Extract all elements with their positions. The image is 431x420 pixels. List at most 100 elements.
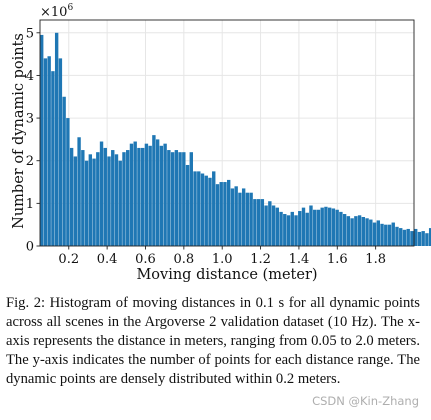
histogram-bar [361,217,366,246]
plot-border [39,19,415,247]
histogram-bar [320,207,324,246]
histogram-bar [339,211,343,246]
histogram-bar [230,188,235,246]
histogram-bar [137,147,141,246]
histogram-bar [81,150,85,246]
histogram-bar [47,56,51,246]
histogram-bar [219,182,223,246]
histogram-bar [99,141,104,246]
histogram-bar [346,216,351,246]
histogram-bar [159,145,164,246]
y-tick-label: 4 [26,69,34,84]
histogram-bar [399,228,403,246]
histogram-bar [425,233,429,246]
histogram-bar [253,199,257,246]
y-multiplier-base: ×10 [40,5,67,20]
histogram-bar [421,231,425,246]
histogram-bar [350,218,354,246]
histogram-bar [208,177,212,246]
x-tick-label: 1.0 [212,252,233,267]
histogram-bar [103,147,107,246]
histogram-bar [305,212,309,246]
histogram-bar [170,152,175,246]
histogram-bar [395,226,399,246]
histogram-bar [387,224,392,246]
figure-caption: Fig. 2: Histogram of moving distances in… [6,295,420,387]
histogram-bar [410,231,414,246]
histogram-bar [77,137,81,246]
histogram-bar [62,96,66,246]
histogram-bar [185,164,190,246]
histogram-bar [54,32,59,247]
histogram-bar [268,201,272,246]
histogram-bar [51,71,55,246]
y-axis-label: Number of dynamic points [11,33,27,229]
histogram-bar [301,207,306,246]
histogram-bar [148,145,152,246]
histogram-bar [245,192,250,246]
histogram-bar [223,182,227,246]
histogram-bar [428,228,431,246]
histogram-bar [279,211,283,246]
y-tick-label: 2 [26,154,34,169]
histogram-bar [369,219,373,246]
histogram-bar [376,220,380,246]
histogram-bar [118,160,122,246]
histogram-bar [189,152,193,246]
histogram-bar [200,173,205,246]
histogram-bar [249,192,253,246]
histogram-bar [391,222,395,246]
histogram-bar [342,214,347,246]
histogram-bar [174,150,179,246]
histogram-bar [215,184,220,246]
histogram-bar [193,171,197,246]
x-axis-label: Moving distance (meter) [136,267,317,283]
histogram-bar [126,150,130,246]
histogram-bar [324,206,328,246]
histogram-bar [197,171,201,246]
histogram-bar [73,156,78,246]
y-multiplier-exponent: 6 [67,3,73,13]
x-tick-label: 1.6 [327,252,348,267]
histogram-bar [40,34,44,246]
histogram-bar [96,152,100,246]
histogram-bar [331,208,336,246]
histogram-bar [178,152,182,246]
histogram-bar [241,188,246,246]
plot-frame [39,19,415,247]
y-tick-label: 3 [26,112,34,127]
histogram-bar [283,214,287,246]
histogram-bar [417,231,422,246]
histogram-bar [365,218,369,246]
x-tick-label: 0.8 [174,252,195,267]
histogram-bar [335,209,339,246]
histogram-bar [66,118,70,246]
histogram-bar [294,215,298,246]
y-tick-label: 1 [26,197,34,212]
histogram-bar [163,143,167,246]
histogram-bar [372,222,377,246]
histogram-bar [144,143,149,246]
histogram-bar [256,199,261,246]
histogram-bar [212,171,216,246]
histogram-bar [204,175,208,246]
histogram-bar [152,135,156,246]
histogram-bar [271,205,276,246]
x-tick-label: 0.6 [135,252,156,267]
histogram-bar [155,139,160,246]
x-tick-label: 1.8 [365,252,386,267]
histogram-bar [107,156,111,246]
histogram-bar [114,154,119,246]
histogram-bar [384,224,388,246]
histogram-bar [167,150,171,246]
histogram-bar [92,158,96,246]
histogram-bar [313,209,317,246]
histogram-bar [354,216,358,246]
histogram-bar [69,147,74,246]
histogram-bar [327,207,332,246]
watermark: CSDN @Kin-Zhang [310,394,421,408]
histogram-bar [402,229,407,246]
histogram-bar [260,199,265,246]
histogram-bar [238,192,242,246]
histogram-bars [40,32,431,247]
